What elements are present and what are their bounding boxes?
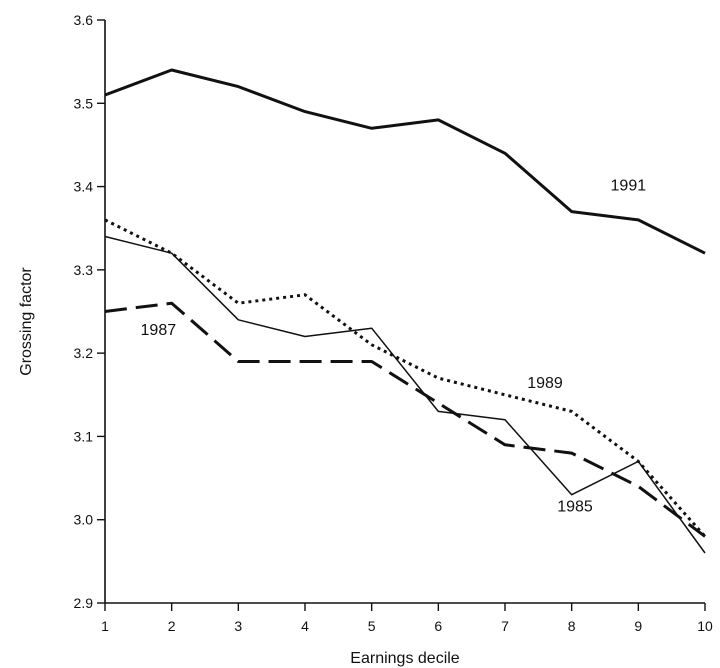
x-tick-group: 1 2 3 4 5 6 7 8 9 10 — [101, 603, 713, 634]
x-tick-label: 2 — [168, 618, 176, 634]
x-tick-label: 3 — [234, 618, 242, 634]
series-label-1985: 1985 — [557, 498, 593, 515]
y-axis-title: Grossing factor — [18, 267, 35, 376]
y-tick-group: 2.9 3.0 3.1 3.2 3.3 3.4 3.5 3.6 — [74, 12, 105, 611]
y-tick-label: 3.4 — [74, 179, 94, 195]
y-tick-label: 3.1 — [74, 428, 94, 444]
series-label-1989: 1989 — [527, 375, 563, 392]
x-tick-label: 5 — [368, 618, 376, 634]
x-tick-label: 7 — [501, 618, 509, 634]
series-line-1989 — [104, 218, 707, 538]
y-tick-label: 3.6 — [74, 12, 94, 28]
x-tick-label: 10 — [697, 618, 713, 634]
series-line-1985 — [104, 235, 706, 554]
series-label-1991: 1991 — [611, 178, 647, 195]
series-label-group: 1991 1989 1985 1987 — [141, 178, 647, 516]
y-tick-label: 3.2 — [74, 345, 94, 361]
series-line-1987 — [104, 301, 706, 538]
x-axis-title: Earnings decile — [350, 650, 460, 667]
x-tick-label: 4 — [301, 618, 309, 634]
x-tick-label: 8 — [568, 618, 576, 634]
x-tick-label: 6 — [434, 618, 442, 634]
x-tick-label: 1 — [101, 618, 109, 634]
series-group — [104, 68, 707, 554]
y-tick-label: 2.9 — [74, 595, 94, 611]
series-line-1991 — [104, 68, 706, 255]
y-tick-label: 3.5 — [74, 95, 94, 111]
series-label-1987: 1987 — [141, 322, 177, 339]
y-tick-label: 3.3 — [74, 262, 94, 278]
y-tick-label: 3.0 — [74, 512, 94, 528]
x-tick-label: 9 — [634, 618, 642, 634]
chart-axes — [104, 20, 705, 604]
